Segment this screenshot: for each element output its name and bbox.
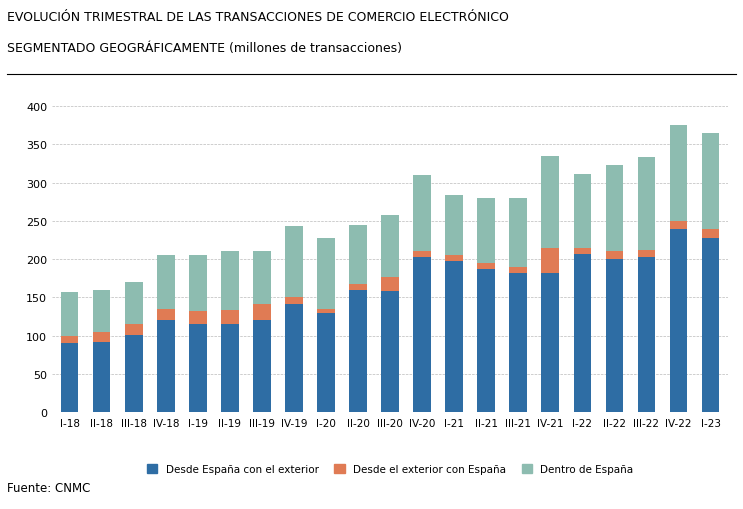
Bar — [157, 309, 175, 321]
Bar — [349, 290, 367, 412]
Bar — [381, 278, 399, 292]
Bar — [669, 221, 687, 229]
Bar — [574, 248, 591, 254]
Bar — [413, 176, 431, 252]
Bar — [157, 255, 175, 309]
Bar — [701, 238, 719, 412]
Bar — [478, 269, 495, 412]
Bar — [381, 292, 399, 412]
Bar — [606, 165, 623, 252]
Bar — [637, 250, 655, 257]
Bar — [606, 260, 623, 412]
Bar — [701, 133, 719, 229]
Bar — [542, 156, 559, 248]
Text: SEGMENTADO GEOGRÁFICAMENTE (millones de transacciones): SEGMENTADO GEOGRÁFICAMENTE (millones de … — [7, 42, 403, 55]
Legend: Desde España con el exterior, Desde el exterior con España, Dentro de España: Desde España con el exterior, Desde el e… — [147, 464, 633, 474]
Bar — [574, 175, 591, 248]
Bar — [221, 325, 239, 412]
Bar — [189, 256, 207, 312]
Bar — [61, 336, 79, 344]
Bar — [669, 126, 687, 221]
Bar — [317, 239, 335, 309]
Bar — [285, 297, 302, 304]
Bar — [542, 248, 559, 273]
Bar — [285, 304, 302, 412]
Bar — [510, 199, 527, 267]
Bar — [478, 263, 495, 269]
Bar — [637, 257, 655, 412]
Bar — [61, 292, 79, 336]
Bar — [349, 225, 367, 284]
Bar — [445, 261, 463, 412]
Bar — [253, 251, 270, 304]
Bar — [574, 254, 591, 412]
Bar — [510, 273, 527, 412]
Bar — [125, 324, 143, 335]
Bar — [510, 267, 527, 273]
Text: Fuente: CNMC: Fuente: CNMC — [7, 481, 91, 494]
Bar — [253, 304, 270, 320]
Bar — [606, 252, 623, 260]
Bar — [125, 282, 143, 325]
Bar — [157, 321, 175, 412]
Bar — [189, 325, 207, 412]
Bar — [478, 199, 495, 263]
Bar — [221, 251, 239, 310]
Bar — [701, 229, 719, 238]
Bar — [413, 257, 431, 412]
Bar — [253, 320, 270, 412]
Text: EVOLUCIÓN TRIMESTRAL DE LAS TRANSACCIONES DE COMERCIO ELECTRÓNICO: EVOLUCIÓN TRIMESTRAL DE LAS TRANSACCIONE… — [7, 11, 509, 24]
Bar — [221, 310, 239, 325]
Bar — [445, 255, 463, 261]
Bar — [413, 252, 431, 257]
Bar — [317, 309, 335, 313]
Bar — [445, 195, 463, 255]
Bar — [93, 342, 111, 412]
Bar — [285, 227, 302, 297]
Bar — [542, 273, 559, 412]
Bar — [349, 284, 367, 290]
Bar — [61, 344, 79, 412]
Bar — [637, 158, 655, 250]
Bar — [381, 215, 399, 278]
Bar — [317, 313, 335, 412]
Bar — [125, 335, 143, 412]
Bar — [93, 290, 111, 332]
Bar — [189, 312, 207, 325]
Bar — [669, 229, 687, 412]
Bar — [93, 332, 111, 342]
